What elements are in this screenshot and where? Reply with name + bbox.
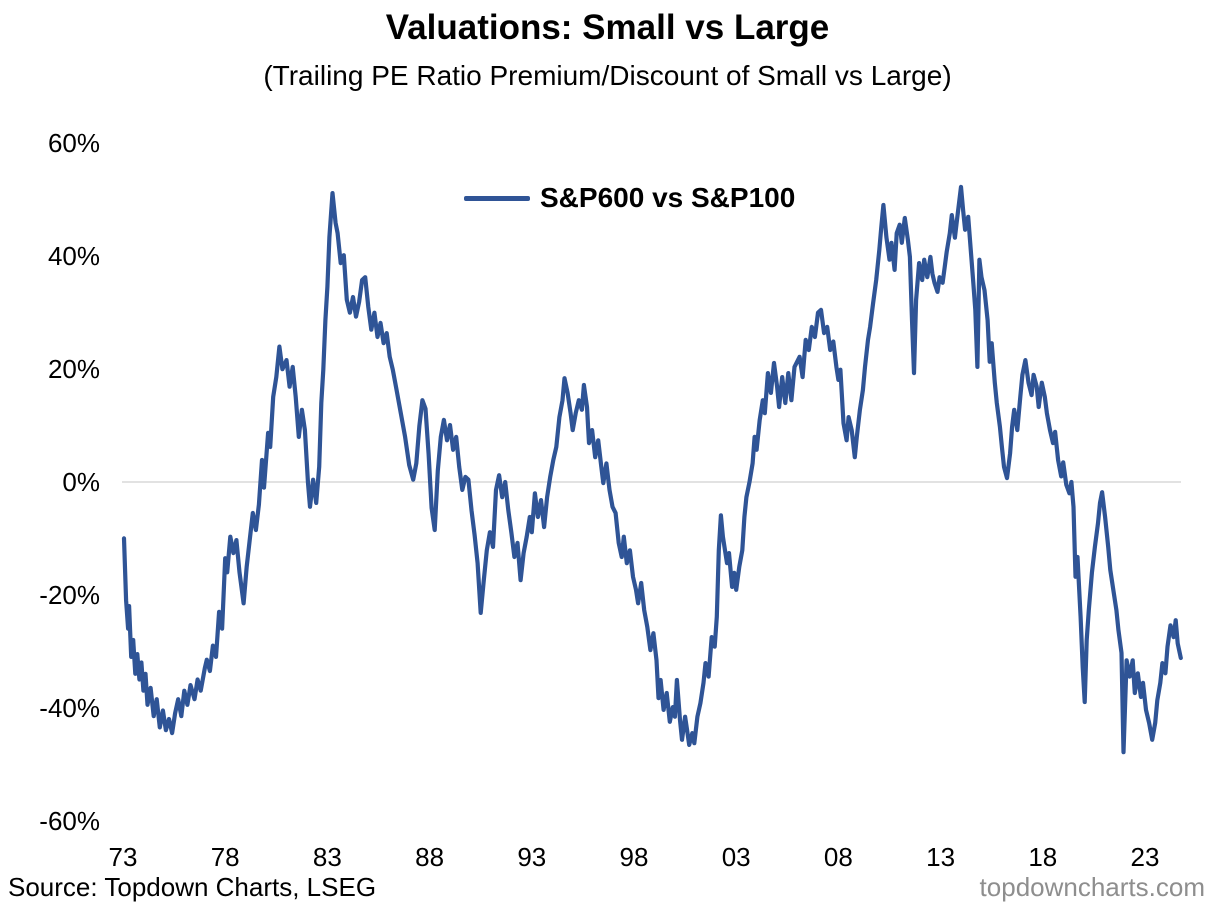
watermark-text: topdowncharts.com: [979, 872, 1205, 902]
legend-label: S&P600 vs S&P100: [540, 182, 796, 213]
x-axis-label: 23: [1130, 842, 1160, 872]
chart-subtitle: (Trailing PE Ratio Premium/Discount of S…: [263, 60, 952, 91]
y-axis-label: 60%: [47, 128, 100, 159]
x-axis-label: 73: [108, 842, 138, 872]
legend: S&P600 vs S&P100: [464, 181, 795, 215]
x-axis-label: 78: [210, 842, 240, 872]
y-axis-label: 20%: [47, 354, 100, 385]
x-axis-label: 88: [415, 842, 445, 872]
y-axis-label: -60%: [39, 805, 100, 836]
x-axis-label: 98: [619, 842, 649, 872]
series-line: [121, 184, 1183, 755]
y-axis-label: -20%: [39, 579, 100, 610]
x-axis-label: 03: [721, 842, 751, 872]
y-axis-label: 40%: [47, 241, 100, 272]
x-axis-label: 08: [823, 842, 853, 872]
chart-title: Valuations: Small vs Large: [385, 8, 830, 47]
x-axis-label: 13: [926, 842, 956, 872]
y-axis-label: -40%: [39, 692, 100, 723]
x-axis-label: 93: [517, 842, 547, 872]
legend-line-swatch: [464, 195, 530, 201]
source-text: Source: Topdown Charts, LSEG: [8, 872, 377, 902]
x-axis-label: 18: [1028, 842, 1058, 872]
y-axis-label: 0%: [62, 467, 100, 497]
x-axis-label: 83: [312, 842, 342, 872]
